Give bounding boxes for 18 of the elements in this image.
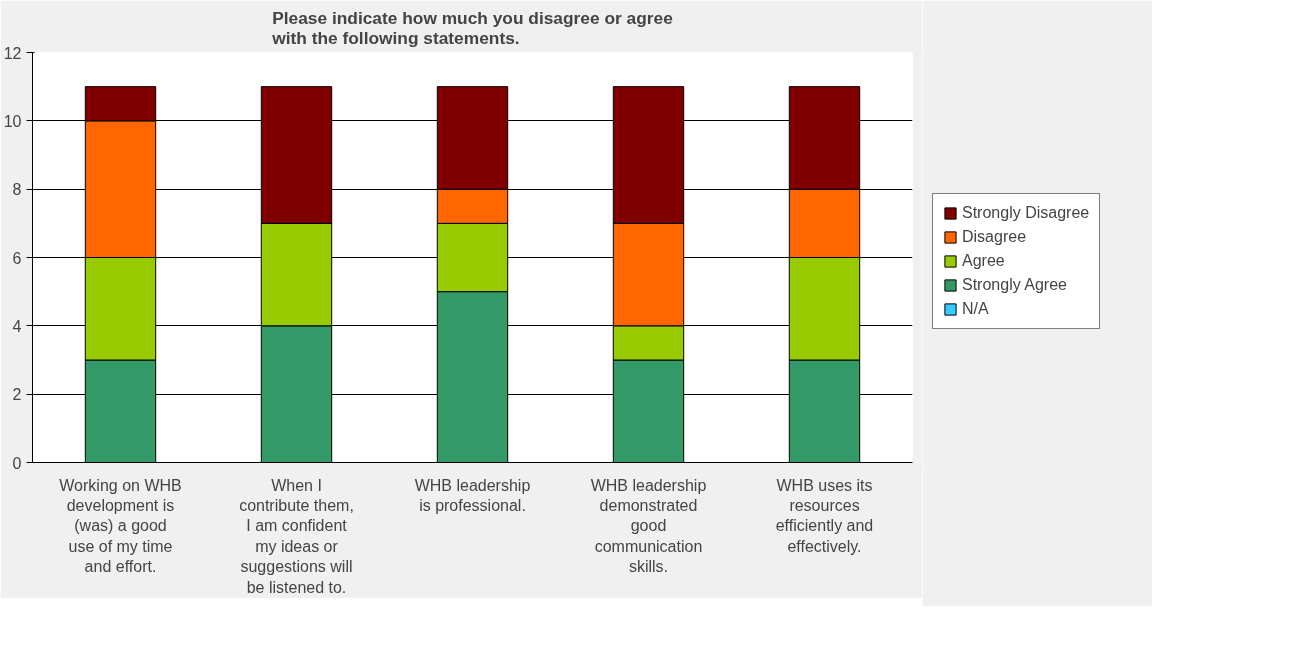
x-tick-label: WHB uses its resources efficiently and effectively.: [775, 476, 874, 555]
y-tick-label: 0: [12, 454, 22, 472]
y-tick-label: 4: [12, 317, 22, 335]
x-tick-label: WHB leadership is professional.: [414, 476, 531, 514]
y-tick-label: 10: [3, 112, 22, 130]
x-tick-label: When I contribute them, I am confident my ideas or suggestions will be listened to.: [239, 476, 354, 596]
x-tick-label: Working on WHB development is (was) a good use of my time and effort.: [59, 476, 182, 576]
y-tick-label: 8: [12, 181, 22, 199]
legend-label: Strongly Disagree: [962, 204, 1090, 222]
legend-label: Agree: [962, 252, 1005, 270]
legend-label: Strongly Agree: [962, 276, 1067, 294]
legend-label: N/A: [962, 300, 989, 318]
y-tick-label: 12: [3, 44, 22, 62]
x-tick-label: WHB leadership demonstrated good communication skills.: [590, 476, 707, 576]
y-tick-label: 2: [12, 386, 22, 404]
y-tick-label: 6: [12, 249, 22, 267]
legend-label: Disagree: [962, 228, 1027, 246]
chart-title: Please indicate how much you disagree or agree with the following statements.: [271, 7, 674, 48]
